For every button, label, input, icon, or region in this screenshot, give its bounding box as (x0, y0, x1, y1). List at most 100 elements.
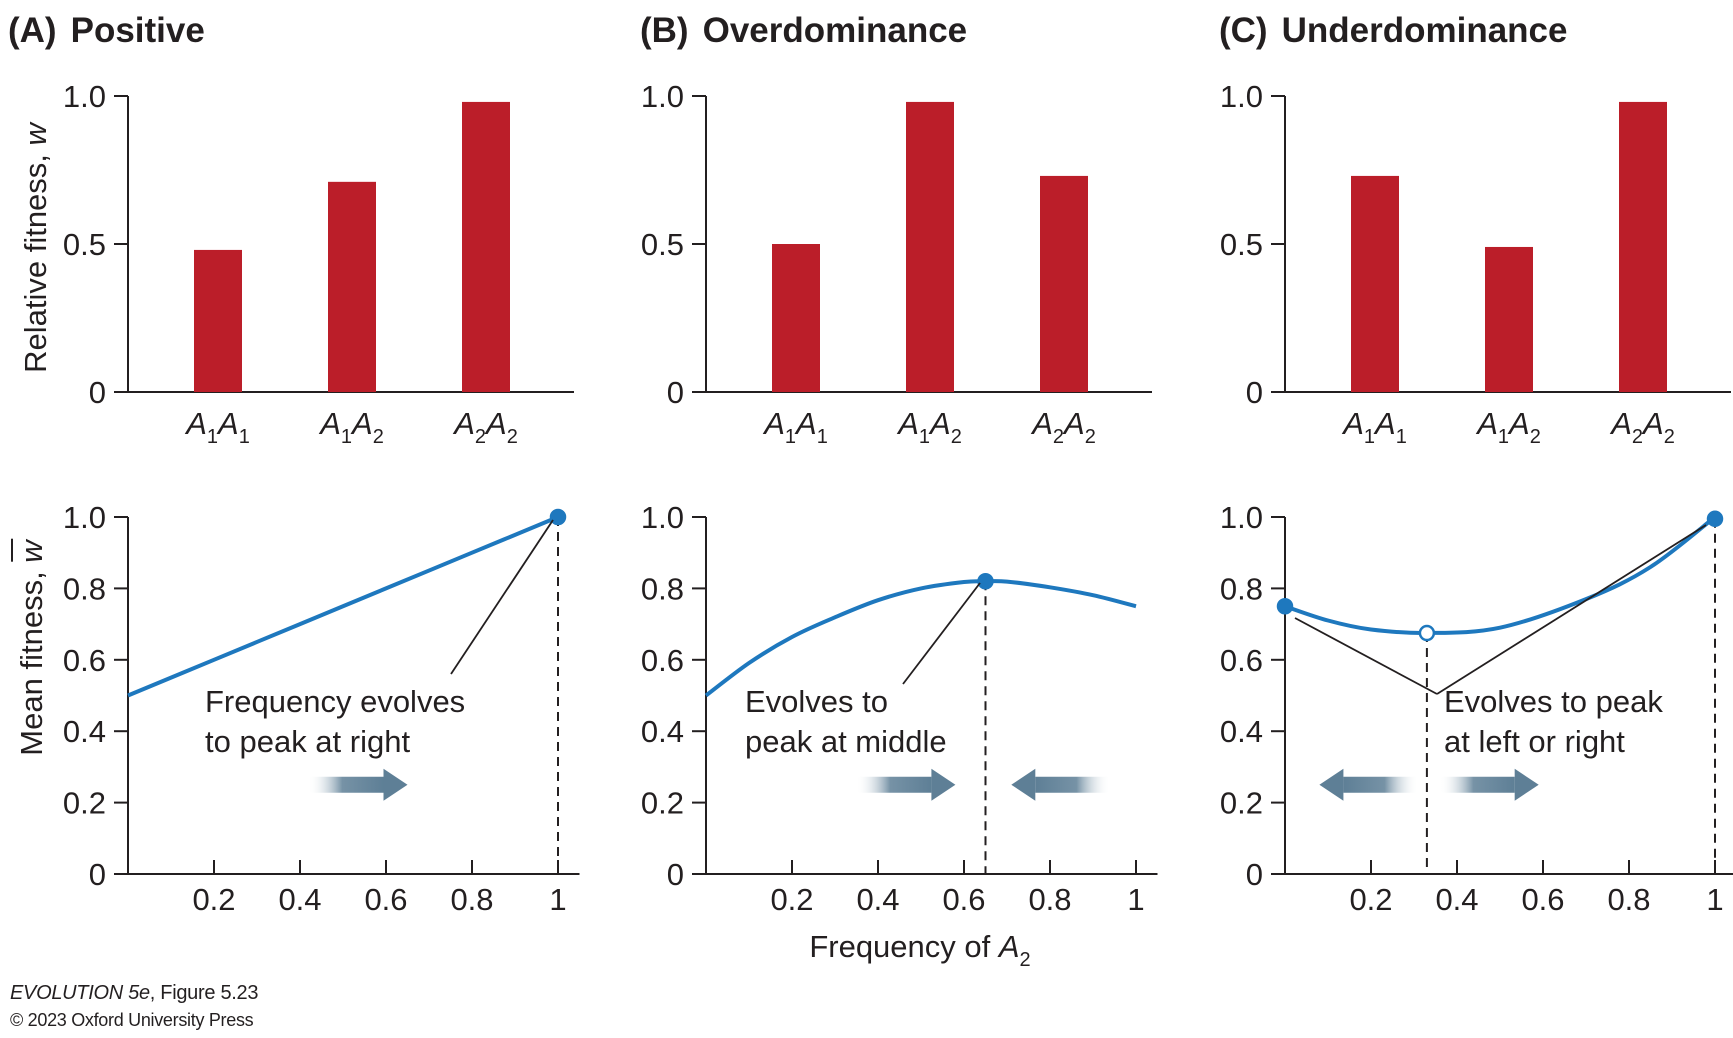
book-title: EVOLUTION 5e (10, 982, 150, 1004)
bar-a1a2 (906, 101, 954, 393)
arrow-head (931, 768, 956, 801)
x-tick-label: 0.6 (1521, 882, 1564, 917)
y-tick-label: 0 (667, 857, 684, 892)
arrow-shaft (1343, 776, 1419, 793)
right-arrow (308, 768, 408, 801)
x-axis-title: Frequency of A2 (809, 929, 1030, 971)
left-arrow (1011, 768, 1111, 801)
allele-symbol: A (896, 406, 919, 441)
y-tick-label: 1.0 (641, 79, 684, 114)
leader-line (902, 582, 981, 685)
x-tick-label: A2A2 (1609, 406, 1675, 448)
mean-fitness-charts: 00.20.40.60.81.00.2 0.4 0.6 0.8 100.20.40.60… (63, 500, 1733, 917)
annotation-line-1: Evolves to peak (1444, 684, 1663, 719)
allele-symbol: A (452, 406, 475, 441)
panel-a-title: (A) Positive (8, 11, 205, 50)
arrow-shaft (856, 776, 932, 793)
bar-a2a2 (462, 101, 510, 393)
allele-subscript: 1 (1364, 426, 1375, 448)
x-tick-label: 0.6 (364, 882, 407, 917)
bar-a1a2 (1485, 246, 1533, 392)
arrow-head (1514, 768, 1539, 801)
allele-symbol: A (1341, 406, 1364, 441)
x-tick-label: A1A2 (1475, 406, 1541, 448)
bar-a1a1 (194, 249, 242, 392)
panel-b-letter: (B) (640, 11, 689, 50)
allele-subscript: 2 (1053, 426, 1064, 448)
x-tick-label: A1A1 (184, 406, 250, 448)
allele-subscript: 1 (817, 426, 828, 448)
bar-a2a2 (1619, 101, 1667, 393)
allele-subscript: 2 (373, 426, 384, 448)
stable-equilibrium-marker (977, 573, 994, 590)
panel-b-title: (B) Overdominance (640, 11, 967, 50)
panel-c-title: (C) Underdominance (1219, 11, 1567, 50)
y-tick-label: 0.2 (1220, 786, 1263, 821)
leader-line (1294, 617, 1438, 695)
x-tick-label: A1A2 (318, 406, 384, 448)
x-tick-label: 0.4 (856, 882, 899, 917)
bar-a2a2 (1040, 175, 1088, 392)
line-chart-a: 0 0.2 0.4 0.6 0.8 1.0 0.2 0.4 0.6 0.8 1 (63, 500, 580, 917)
right-arrow (856, 768, 956, 801)
annotation-b: Evolves to peak at middle (745, 582, 981, 759)
bar-a1a1 (1351, 175, 1399, 392)
allele-subscript: 1 (239, 426, 250, 448)
allele-symbol: A (1475, 406, 1498, 441)
arrow-head (383, 768, 408, 801)
x-tick-label: 0.8 (1607, 882, 1650, 917)
y-tick-label: 0.8 (641, 571, 684, 606)
leader-line (1436, 524, 1707, 695)
allele-subscript: 2 (1530, 426, 1541, 448)
allele-symbol: A (762, 406, 785, 441)
w-bar-symbol: w (14, 538, 49, 563)
allele-subscript: 1 (207, 426, 218, 448)
x-tick-label: 0.2 (1349, 882, 1392, 917)
stable-equilibrium-marker (549, 508, 567, 526)
copyright-notice: © 2023 Oxford University Press (10, 1010, 254, 1030)
annotation-line-1: Evolves to (745, 684, 888, 719)
annotation-c: Evolves to peak at left or right (1294, 524, 1707, 759)
allele-subscript: 1 (1498, 426, 1509, 448)
x-tick-label: 0.8 (1028, 882, 1071, 917)
y-tick-label: 1.0 (1220, 79, 1263, 114)
x-tick-label: 0.2 (192, 882, 235, 917)
y-tick-label: 0.8 (1220, 571, 1263, 606)
allele-symbol: A (350, 406, 373, 441)
y-tick-label: 0 (667, 375, 684, 410)
figure-credit: EVOLUTION 5e, Figure 5.23 (10, 982, 258, 1005)
y-tick-label: 0 (89, 375, 106, 410)
allele-symbol: A (1373, 406, 1396, 441)
right-arrow (1439, 768, 1539, 801)
arrow-head (1011, 768, 1036, 801)
allele-symbol: A (318, 406, 341, 441)
stable-equilibrium-marker (1276, 598, 1294, 615)
annotation-line-1: Frequency evolves (205, 684, 465, 719)
panel-b-name: Overdominance (703, 11, 968, 50)
y-tick-label: 0.5 (63, 227, 106, 262)
mean-fitness-curve (704, 579, 1137, 698)
panel-c-letter: (C) (1219, 11, 1268, 50)
annotation-line-2: peak at middle (745, 724, 947, 759)
mean-fitness-curve (1284, 515, 1717, 636)
x-tick-label: A1A1 (1341, 406, 1407, 448)
annotation-line-2: to peak at right (205, 724, 410, 759)
allele-subscript: 2 (1085, 426, 1096, 448)
y-tick-label: 1.0 (1220, 500, 1263, 535)
allele-symbol: A (1030, 406, 1053, 441)
x-tick-label: 0.2 (770, 882, 813, 917)
x-tick-label: A1A2 (896, 406, 962, 448)
allele-subscript: 2 (1664, 426, 1675, 448)
annotation-a: Frequency evolves to peak at right (205, 519, 554, 759)
allele-subscript: 2 (475, 426, 486, 448)
y-tick-label: 0 (1246, 375, 1263, 410)
bar-a1a2 (328, 181, 376, 392)
allele-symbol: A (484, 406, 507, 441)
mean-fitness-curve (127, 515, 559, 698)
y-tick-label: 0.5 (641, 227, 684, 262)
x-tick-label: 0.8 (450, 882, 493, 917)
y-tick-label: 1.0 (63, 500, 106, 535)
x-tick-label: A1A1 (762, 406, 828, 448)
